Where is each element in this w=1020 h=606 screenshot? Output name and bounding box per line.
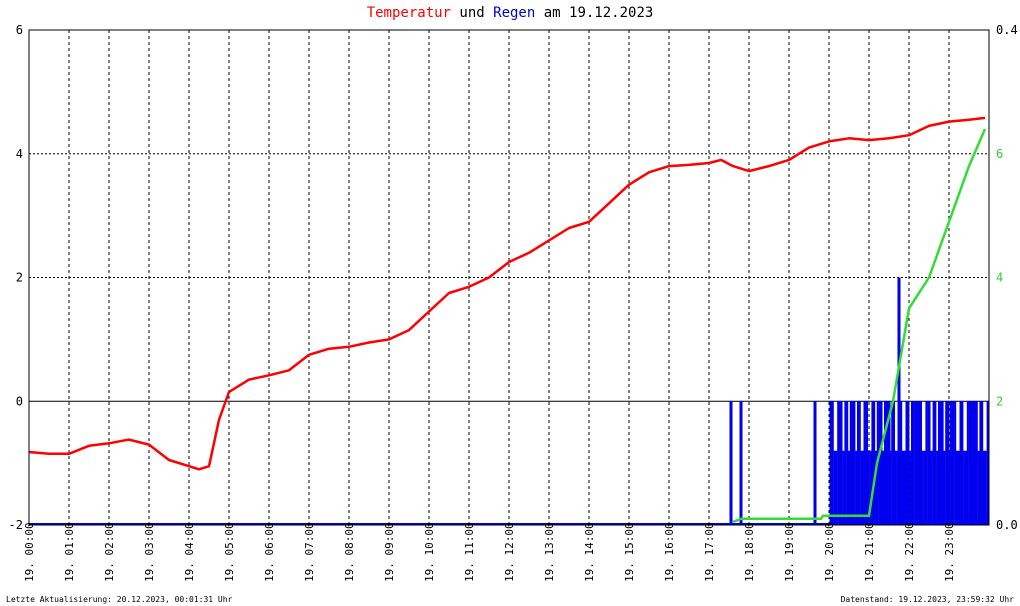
y-right-tick-label: 0.4 (996, 23, 1018, 37)
chart-title: Temperatur und Regen am 19.12.2023 (0, 5, 1020, 21)
y-left-tick-label: 2 (16, 271, 23, 285)
x-tick-label: 19. 14:00 (583, 522, 596, 582)
x-tick-label: 19. 16:00 (663, 522, 676, 582)
x-tick-label: 19. 05:00 (223, 522, 236, 582)
x-tick-label: 19. 15:00 (623, 522, 636, 582)
x-tick-label: 19. 10:00 (423, 522, 436, 582)
axis-labels: 6 4 2 0 -2 0.4 0.0 6 4 2 19. 00:00 19. 01:00 19. 02:… (9, 23, 1018, 582)
x-tick-label: 19. 23:00 (943, 522, 956, 582)
axes (28, 29, 990, 526)
x-tick-label: 19. 18:00 (743, 522, 756, 582)
title-temperature: Temperatur (366, 5, 451, 21)
y-right-green-tick-label: 6 (996, 147, 1003, 161)
x-tick-label: 19. 21:00 (863, 522, 876, 582)
x-tick-label: 19. 11:00 (463, 522, 476, 582)
y-left-tick-label: -2 (9, 518, 23, 532)
x-tick-label: 19. 22:00 (903, 522, 916, 582)
x-tick-label: 19. 07:00 (303, 522, 316, 582)
data-status-text: Datenstand: 19.12.2023, 23:59:32 Uhr (840, 595, 1014, 604)
y-right-green-tick-label: 4 (996, 271, 1003, 285)
x-tick-label: 19. 08:00 (343, 522, 356, 582)
x-tick-label: 19. 13:00 (543, 522, 556, 582)
x-tick-label: 19. 02:00 (103, 522, 116, 582)
x-tick-label: 19. 09:00 (383, 522, 396, 582)
y-left-tick-label: 6 (16, 23, 23, 37)
last-update-text: Letzte Aktualisierung: 20.12.2023, 00:01… (6, 595, 233, 604)
grid (29, 30, 989, 525)
y-left-tick-label: 0 (16, 394, 23, 408)
y-right-tick-label: 0.0 (996, 518, 1018, 532)
y-right-green-tick-label: 2 (996, 394, 1003, 408)
x-tick-label: 19. 01:00 (63, 522, 76, 582)
rain-intensity-bars (29, 277, 989, 525)
plot-frame (28, 29, 990, 526)
x-tick-label: 19. 03:00 (143, 522, 156, 582)
x-tick-label: 19. 19:00 (783, 522, 796, 582)
x-tick-label: 19. 04:00 (183, 522, 196, 582)
temperature-line (28, 116, 986, 471)
x-tick-label: 19. 12:00 (503, 522, 516, 582)
x-tick-label: 19. 20:00 (823, 522, 836, 582)
rain-cumulative-line (732, 128, 987, 524)
rain-cumulative-path (732, 128, 987, 524)
x-tick-label: 19. 17:00 (703, 522, 716, 582)
x-tick-label: 19. 06:00 (263, 522, 276, 582)
temperature-path (28, 116, 986, 471)
title-and: und (450, 5, 494, 21)
title-date: am 19.12.2023 (535, 5, 654, 21)
x-tick-label: 19. 00:00 (23, 522, 36, 582)
title-rain: Regen (493, 5, 536, 21)
y-left-tick-label: 4 (16, 147, 23, 161)
